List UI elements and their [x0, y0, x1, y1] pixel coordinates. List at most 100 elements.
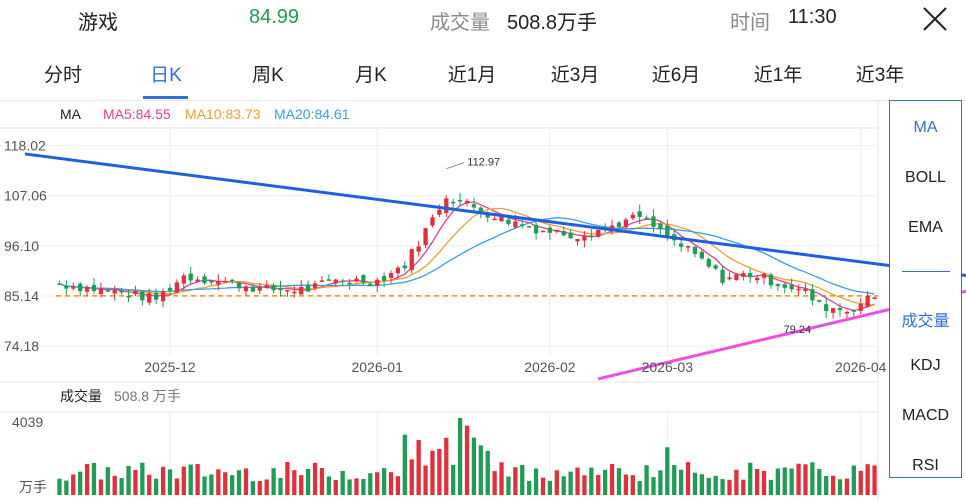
volume-bar — [492, 471, 497, 495]
candle-body — [340, 280, 345, 283]
indicator-ema[interactable]: EMA — [908, 219, 943, 236]
volume-bar — [209, 474, 214, 495]
close-icon[interactable] — [918, 2, 952, 36]
volume-bar — [437, 448, 442, 495]
volume-legend-label: 成交量 — [60, 388, 102, 404]
volume-bar — [319, 468, 325, 495]
candle-body — [333, 279, 338, 284]
volume-bar — [423, 465, 428, 495]
low-price-annotation: 79.24 — [784, 324, 812, 336]
volume-bar — [430, 450, 435, 495]
candle-body — [789, 284, 794, 290]
volume-bar — [699, 474, 704, 495]
candle-body — [236, 282, 242, 289]
volume-bar — [195, 464, 200, 495]
candle-body — [520, 224, 525, 226]
tab-3-months[interactable]: 近3月 — [550, 65, 600, 86]
candle-body — [84, 286, 90, 292]
x-tick-label: 2026-02 — [524, 359, 576, 375]
volume-bar — [223, 472, 228, 495]
candle-body — [402, 265, 407, 269]
candle-body — [665, 225, 670, 237]
candle-body — [292, 291, 297, 294]
candle-body — [851, 310, 856, 312]
candle-body — [78, 283, 83, 292]
volume-bar — [126, 465, 131, 495]
volume-bar — [133, 469, 138, 495]
volume-bar — [402, 434, 407, 495]
candle-body — [699, 251, 704, 259]
volume-bar — [830, 475, 836, 495]
candle-body — [181, 275, 186, 284]
indicator-boll[interactable]: BOLL — [905, 169, 946, 186]
candle-body — [361, 275, 366, 283]
tab-3-years[interactable]: 近3年 — [855, 65, 905, 86]
tab-weekly-k[interactable]: 周K — [252, 65, 284, 86]
candle-body — [651, 216, 656, 227]
resistance-trendline — [24, 152, 966, 277]
volume-bar — [485, 450, 490, 495]
current-price: 84.99 — [249, 6, 300, 28]
volume-bar — [872, 465, 877, 495]
candle-body — [865, 295, 870, 307]
candle-body — [264, 285, 269, 288]
candle-body — [575, 239, 580, 242]
volume-bar — [810, 462, 815, 495]
candle-body — [471, 204, 477, 208]
volume-bar — [499, 462, 504, 495]
tab-6-months[interactable]: 近6月 — [651, 65, 701, 86]
candle-body — [561, 230, 566, 236]
volume-bar — [243, 468, 249, 495]
volume-bar — [312, 462, 318, 495]
volume-bar — [706, 477, 711, 495]
volume-bar — [216, 469, 221, 495]
volume-bar — [202, 476, 207, 495]
volume-bar — [561, 476, 566, 495]
candle-body — [312, 283, 318, 289]
candle-body — [824, 304, 829, 312]
candle-body — [623, 219, 629, 228]
indicator-volume[interactable]: 成交量 — [901, 313, 950, 330]
volume-bar — [789, 468, 794, 495]
volume-bar — [734, 469, 739, 495]
candle-body — [527, 226, 532, 228]
candle-body — [830, 308, 836, 313]
volume-bar — [78, 471, 83, 495]
volume-bar — [381, 468, 387, 495]
indicator-kdj[interactable]: KDJ — [910, 357, 941, 374]
volume-bar — [375, 472, 380, 495]
candle-body — [872, 297, 877, 300]
volume-bar — [257, 481, 262, 495]
x-tick-label: 2026-04 — [835, 359, 887, 375]
tab-1-year[interactable]: 近1年 — [753, 65, 803, 86]
tab-intraday[interactable]: 分时 — [43, 65, 83, 86]
candle-body — [381, 276, 387, 281]
candle-body — [713, 265, 718, 269]
volume-bar — [71, 474, 76, 495]
tab-monthly-k[interactable]: 月K — [355, 65, 387, 86]
volume-bar — [837, 479, 843, 495]
volume-bar — [782, 467, 787, 495]
volume-bar — [741, 479, 746, 495]
tab-1-month[interactable]: 近1月 — [447, 65, 497, 86]
y-tick-label: 85.14 — [4, 288, 39, 304]
volume-bar — [720, 479, 725, 495]
candle-body — [457, 199, 463, 202]
volume-bar — [457, 418, 463, 495]
indicator-macd[interactable]: MACD — [901, 407, 950, 424]
volume-bar — [160, 466, 166, 495]
candle-body — [547, 227, 553, 233]
volume-bar — [540, 477, 546, 495]
y-tick-label: 107.06 — [4, 188, 47, 204]
indicator-rsi[interactable]: RSI — [912, 457, 939, 474]
indicator-ma[interactable]: MA — [913, 119, 938, 136]
ma20-line — [59, 217, 875, 295]
x-tick-label: 2025-12 — [144, 359, 196, 375]
volume-bar — [181, 466, 186, 495]
candle-body — [409, 249, 414, 271]
volume-bar — [651, 477, 656, 495]
tab-daily-k[interactable]: 日K — [150, 65, 182, 86]
candle-body — [685, 246, 691, 248]
candle-body — [140, 291, 145, 301]
